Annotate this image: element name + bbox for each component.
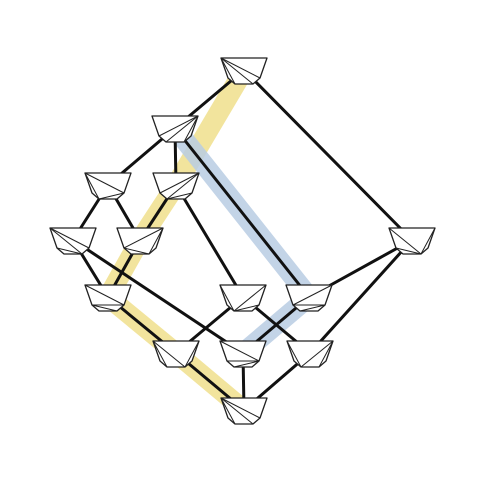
node-diagonal <box>183 115 199 143</box>
node-diagonal <box>49 227 90 249</box>
edge-left-b-center <box>174 183 245 299</box>
node-diagonal <box>220 57 236 85</box>
node-diagonal <box>159 172 200 194</box>
node-diagonal <box>420 227 436 255</box>
node-diagonal <box>299 304 326 312</box>
node-diagonal <box>233 360 260 368</box>
node-low-right <box>286 340 334 368</box>
node-diagonal <box>286 340 302 368</box>
edge-upper-left-center-right <box>173 126 311 299</box>
node-diagonal <box>220 397 261 419</box>
node-left-a <box>84 172 132 200</box>
node-diagonal <box>123 227 164 249</box>
node-lower-left <box>84 284 132 312</box>
node-diagonal <box>318 340 334 368</box>
node-diagonal <box>220 397 236 425</box>
node-diagonal <box>91 304 118 312</box>
node-upper-left <box>151 115 199 143</box>
node-right <box>388 227 436 255</box>
node-low-center <box>219 340 267 368</box>
node-diagonal <box>49 227 83 255</box>
node-diagonal <box>148 227 164 255</box>
node-diagonal <box>233 284 267 312</box>
node-diagonal <box>158 115 199 137</box>
nodes-layer <box>49 57 436 425</box>
node-diagonal <box>84 172 125 194</box>
edge-top-right <box>242 68 414 242</box>
node-diagonal <box>184 340 200 368</box>
node-shape <box>84 172 132 200</box>
node-bottom <box>220 397 268 425</box>
node-diagonal <box>220 57 261 79</box>
edge-right-low-right <box>308 238 414 355</box>
node-diagonal <box>165 115 199 143</box>
highlight-path-blue <box>165 118 319 363</box>
node-left-b <box>152 172 200 200</box>
node-mid-left <box>116 227 164 255</box>
node-diagonal <box>166 192 193 200</box>
node-diagonal <box>220 57 254 85</box>
node-diagonal <box>219 284 235 312</box>
node-center-right <box>285 284 333 312</box>
node-diagonal <box>300 340 334 368</box>
node-diagonal <box>56 247 83 255</box>
node-diagonal <box>84 284 125 306</box>
node-diagonal <box>395 247 422 255</box>
node-diagonal <box>84 172 100 200</box>
node-center <box>219 284 267 312</box>
node-top <box>220 57 268 85</box>
node-diagonal <box>292 284 333 306</box>
node-far-left <box>49 227 97 255</box>
node-diagonal <box>152 340 168 368</box>
node-diagonal <box>233 304 260 312</box>
node-diagonal <box>219 340 260 362</box>
node-diagonal <box>388 227 422 255</box>
node-diagonal <box>220 397 254 425</box>
node-diagonal <box>123 247 150 255</box>
node-low-left <box>152 340 200 368</box>
node-diagonal <box>166 172 200 200</box>
edge-far-left-low-center <box>71 238 245 355</box>
node-diagonal <box>98 192 125 200</box>
node-diagonal <box>152 340 186 368</box>
